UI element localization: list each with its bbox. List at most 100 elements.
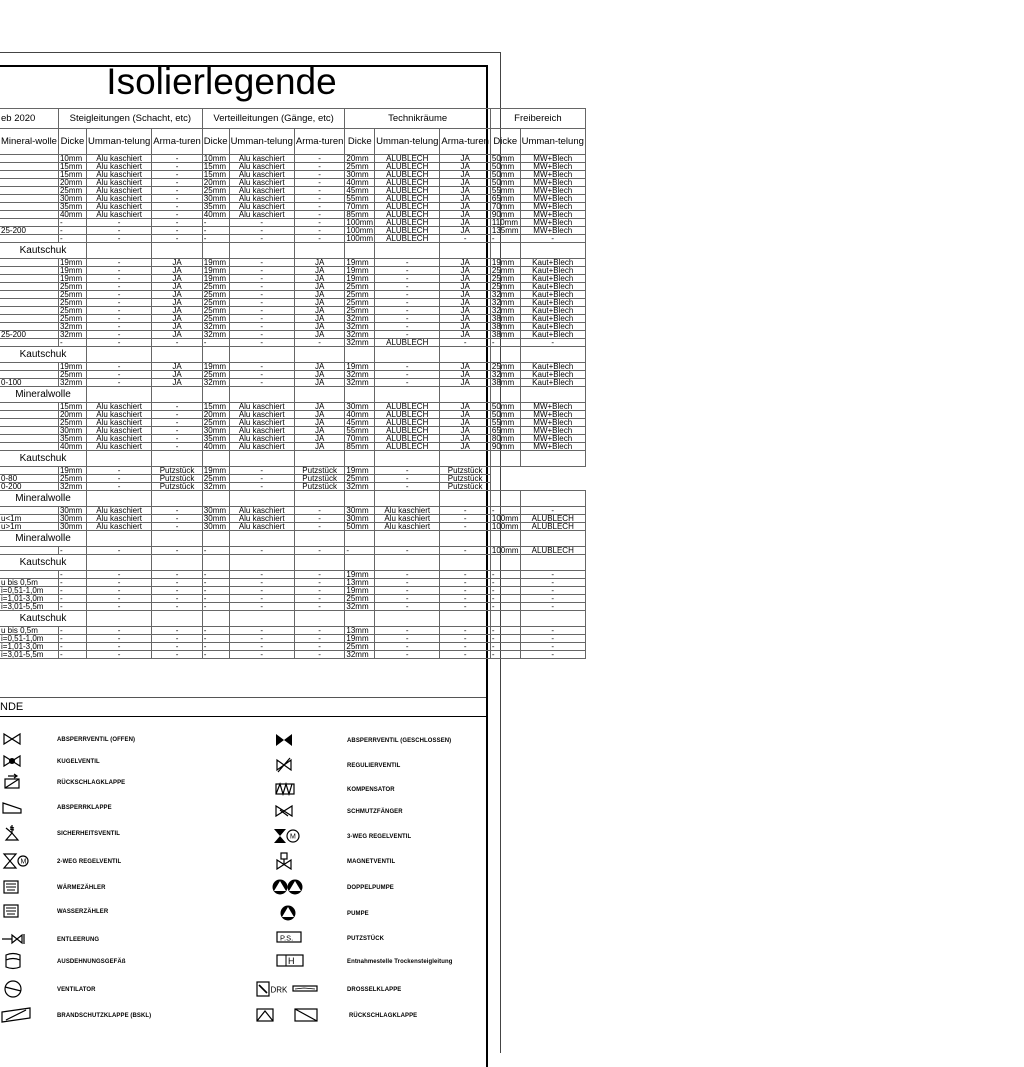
table-cell: 25mm [201,298,230,307]
table-cell: - [228,306,295,315]
table-cell: - [374,258,441,267]
table-cell [439,610,491,627]
table-cell: MW+Blech [519,210,586,219]
table-cell: 30mm [57,194,87,203]
table-row: 0-200 32mm - Putzstück 32mm - Putzstück 32mm - Pu… [0,482,585,491]
table-cell: ALUBLECH [374,434,441,443]
table-row: 15mm Alu kaschiert -15mm Alu kaschiert -30mm… [0,170,586,179]
table-cell: - [374,634,441,643]
table-cell [519,450,586,467]
table-cell [85,610,153,627]
table-cell: - [439,514,491,523]
solenoid-valve-icon [276,852,292,870]
table-cell: 32mm [489,306,521,315]
table-cell: Alu kaschiert [228,426,295,435]
section-header-row: Mineralwolle [0,530,586,547]
table-cell: JA [439,298,491,307]
table-cell [201,242,230,259]
table-cell: 135mm [489,226,521,235]
table-cell: - [519,650,586,659]
table-cell: JA [151,298,203,307]
table-cell: - [228,266,295,275]
table-cell: 25mm [344,298,376,307]
table-cell: ALUBLECH [374,162,441,171]
table-cell [0,186,59,195]
table-cell: 19mm [344,570,376,579]
table-cell: - [85,594,153,603]
legend-label: RÜCKSCHLAGKLAPPE [57,778,126,786]
table-cell [344,490,376,507]
table-cell: 25mm [201,370,230,379]
table-cell: 19mm [344,258,376,267]
table-row: 19mm - JA 19mm - JA 19mm - JA 25mm Kaut+Blech [0,362,586,371]
table-cell: - [228,594,295,603]
section-header-row: Kautschuk [0,554,586,571]
table-cell: Putzstück [151,474,203,483]
table-cell [439,450,491,467]
legend-item: M 2-WEG REGELVENTIL [0,852,127,870]
table-cell: 30mm [201,522,230,531]
table-cell [0,306,59,315]
table-cell: - [228,322,295,331]
table-cell: 85mm [344,210,376,219]
table-cell: JA [439,186,491,195]
table-cell: 25mm [489,266,521,275]
table-cell: 0-100 [0,378,59,387]
icon-text: H [288,956,295,966]
table-cell: - [85,642,153,651]
table-cell: - [374,602,441,611]
table-row: 20mm Alu kaschiert -20mm Alu kaschiert -40mm… [0,178,586,187]
legend-item: SICHERHEITSVENTIL [0,824,126,842]
table-cell: Alu kaschiert [374,514,441,523]
table-cell: 30mm [57,426,87,435]
table-cell [293,386,346,403]
table-cell: - [293,170,346,179]
table-cell [519,530,586,547]
table-cell: - [293,210,346,219]
column-header: Dicke [489,128,521,155]
table-cell: - [228,546,295,555]
table-cell: - [489,586,521,595]
table-cell: u bis 0,5m [0,578,59,587]
table-cell: - [519,506,586,515]
table-cell: ALUBLECH [374,226,441,235]
table-row: 25mm Alu kaschiert -25mm Alu kaschiert JA 45m… [0,418,586,427]
table-cell: 25-200 [0,330,59,339]
table-cell: JA [151,266,203,275]
table-cell: - [85,650,153,659]
table-cell [374,554,441,571]
two-way-control-valve-icon: M [2,853,29,869]
table-cell: 38mm [489,330,521,339]
table-cell [344,450,376,467]
table-cell: 100mm [489,522,521,531]
empty-cell [490,466,586,491]
column-header: Dicke [201,128,230,155]
table-cell: - [519,578,586,587]
table-cell: Alu kaschiert [228,194,295,203]
table-cell: 25mm [57,418,87,427]
table-cell [293,554,346,571]
table-cell: 30mm [344,402,376,411]
damper-duct-icon [292,985,318,992]
header-row-groups: eb 2020 Steigleitungen (Schacht, etc) Vert… [0,108,586,129]
legend-label: DOPPELPUMPE [347,883,394,891]
table-cell: - [439,522,491,531]
section-label: Kautschuk [0,346,87,363]
table-cell: - [374,546,441,555]
table-cell: 32mm [57,330,87,339]
table-cell: - [228,274,295,283]
table-cell [228,242,295,259]
table-cell: - [151,522,203,531]
table-cell: 25mm [201,186,230,195]
table-cell: ALUBLECH [374,194,441,203]
table-cell [228,530,295,547]
legend-item: MAGNETVENTIL [272,852,399,870]
table-cell: Alu kaschiert [228,162,295,171]
column-header: Arma-turen [151,128,203,155]
table-cell [489,610,521,627]
table-cell: - [151,570,203,579]
table-cell [228,490,295,507]
table-cell: Kaut+Blech [519,362,586,371]
table-cell: JA [151,306,203,315]
table-cell: 30mm [201,426,230,435]
